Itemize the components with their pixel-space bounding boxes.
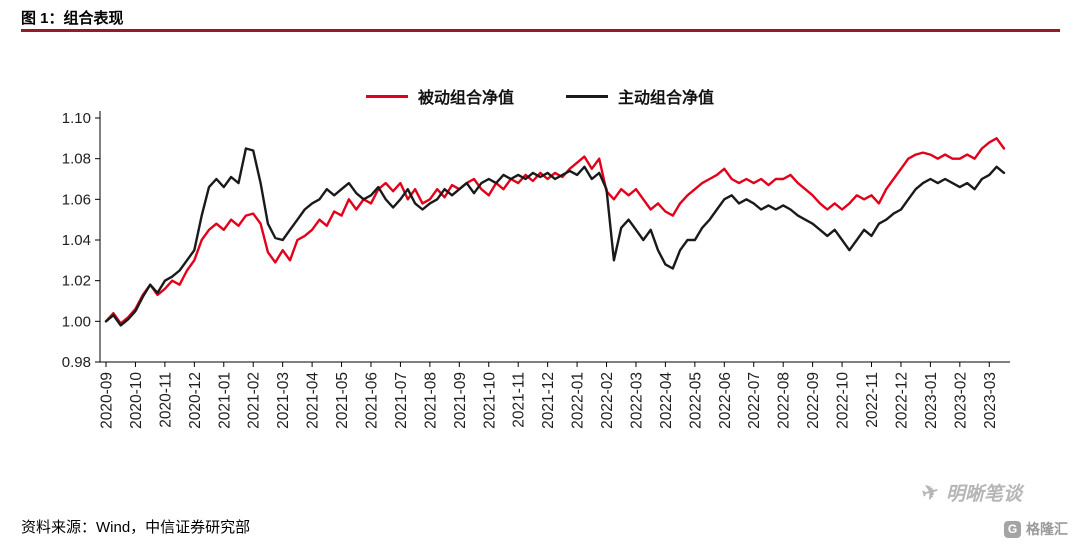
x-axis-label: 2020-10 xyxy=(128,372,145,429)
active-line-swatch xyxy=(566,94,608,98)
x-axis-label: 2021-09 xyxy=(452,372,469,429)
x-axis-label: 2021-01 xyxy=(216,372,233,429)
gelonghui-text: 格隆汇 xyxy=(1026,521,1068,537)
x-axis-label: 2022-03 xyxy=(628,372,645,429)
data-source-note: 资料来源：Wind，中信证券研究部 xyxy=(21,519,251,536)
x-axis-label: 2022-09 xyxy=(805,372,822,429)
x-axis-label: 2021-03 xyxy=(275,372,292,429)
y-axis-label: 1.02 xyxy=(62,273,91,290)
portfolio-performance-chart: 0.98 1.00 1.02 1.04 1.06 1.08 1.10 2020-09 2020-… xyxy=(62,110,1010,429)
x-axis-label: 2022-07 xyxy=(746,372,763,429)
watermark-brand-text: 明晰笔谈 xyxy=(945,484,1022,505)
x-axis-label: 2022-11 xyxy=(864,372,881,428)
x-axis-label: 2022-06 xyxy=(717,372,734,429)
passive-line-swatch xyxy=(365,94,408,98)
x-axis-label: 2021-06 xyxy=(363,372,380,429)
gelonghui-logo: G 格隆汇 xyxy=(1004,519,1068,539)
x-axis-label: 2022-02 xyxy=(599,372,616,429)
x-axis-label: 2023-02 xyxy=(952,372,969,429)
x-axis-label: 2021-08 xyxy=(422,372,439,429)
x-axis-label: 2021-04 xyxy=(305,372,322,429)
x-axis-label: 2022-12 xyxy=(893,372,910,429)
legend-label-passive: 被动组合净值 xyxy=(417,90,514,107)
y-axis-label: 1.10 xyxy=(62,110,91,127)
x-axis-label: 2021-07 xyxy=(393,372,410,429)
figure-title: 图 1：组合表现 xyxy=(21,10,124,27)
x-axis-label: 2023-01 xyxy=(923,372,940,429)
x-axis-label: 2022-08 xyxy=(776,372,793,429)
series-line-active xyxy=(104,147,1006,327)
y-axis-label: 1.00 xyxy=(62,313,91,330)
y-axis-label: 1.08 xyxy=(62,151,91,168)
x-axis-label: 2021-11 xyxy=(511,372,528,428)
title-underline xyxy=(21,29,1060,32)
y-axis-label: 1.04 xyxy=(62,232,91,249)
legend-item-active: 主动组合净值 xyxy=(566,84,714,108)
y-axis-label: 1.06 xyxy=(62,191,91,208)
x-axis-label: 2021-12 xyxy=(540,372,557,429)
gelonghui-icon: G xyxy=(1004,520,1021,538)
legend-label-active: 主动组合净值 xyxy=(618,90,715,107)
x-axis-label: 2020-12 xyxy=(187,372,204,429)
x-axis-label: 2022-04 xyxy=(658,372,675,429)
legend-item-passive: 被动组合净值 xyxy=(365,84,514,108)
x-axis-label: 2023-03 xyxy=(982,372,999,429)
series-line-passive xyxy=(104,137,1006,325)
x-axis-label: 2021-05 xyxy=(334,372,351,429)
paper-plane-icon: ✈ xyxy=(919,480,942,506)
chart-legend: 被动组合净值 主动组合净值 xyxy=(0,84,1080,108)
x-axis-label: 2022-10 xyxy=(835,372,852,429)
watermark-brand: ✈ 明晰笔谈 xyxy=(919,479,1022,506)
x-axis-label: 2020-09 xyxy=(99,372,116,429)
x-axis-label: 2021-02 xyxy=(246,372,263,429)
y-axis-label: 0.98 xyxy=(62,354,91,371)
x-axis-label: 2020-11 xyxy=(157,372,174,428)
x-axis-label: 2022-01 xyxy=(570,372,587,429)
x-axis-label: 2022-05 xyxy=(687,372,704,429)
x-axis-label: 2021-10 xyxy=(481,372,498,429)
